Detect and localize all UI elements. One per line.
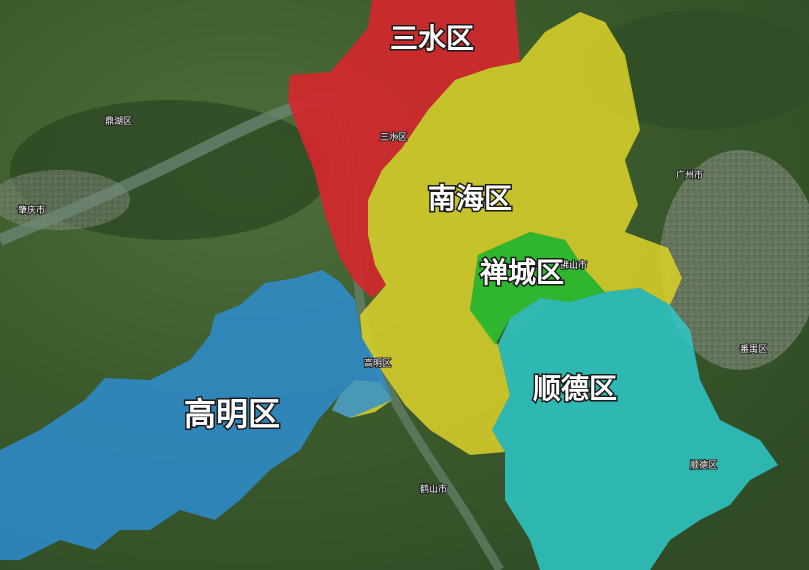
- place-label-gaoming: 高明区: [364, 357, 391, 369]
- district-shunde[interactable]: [492, 288, 778, 570]
- place-label-panyu: 番禺区: [740, 343, 767, 355]
- district-label-gaoming: 高明区: [184, 395, 280, 433]
- place-label-heshan: 鹤山市: [420, 483, 447, 495]
- district-label-nanhai: 南海区: [428, 182, 512, 215]
- place-label-zhaoqing: 肇庆市: [18, 204, 45, 216]
- urban-area-guangzhou: [660, 150, 809, 370]
- place-dot-foshan: [569, 262, 575, 268]
- district-label-sanshui: 三水区: [390, 22, 474, 55]
- river-xijiang: [0, 89, 332, 246]
- place-dot-sanshui: [395, 134, 401, 140]
- district-label-shunde: 顺德区: [533, 372, 617, 405]
- urban-area-zhaoqing: [0, 170, 130, 230]
- district-gaoming[interactable]: [0, 270, 392, 560]
- district-nanhai[interactable]: [360, 12, 682, 455]
- place-label-foshan: 佛山市: [560, 259, 587, 271]
- place-label-guangzhou: 广州市: [676, 169, 703, 181]
- district-chancheng[interactable]: [470, 232, 605, 345]
- district-label-chancheng: 禅城区: [480, 256, 564, 289]
- mountain-area-ne: [580, 10, 809, 130]
- district-sanshui[interactable]: [288, 0, 520, 298]
- place-label-dinghu: 鼎湖区: [105, 116, 132, 127]
- place-label-shunde: 顺德区: [690, 459, 717, 471]
- place-label-sanshui: 三水区: [380, 131, 407, 143]
